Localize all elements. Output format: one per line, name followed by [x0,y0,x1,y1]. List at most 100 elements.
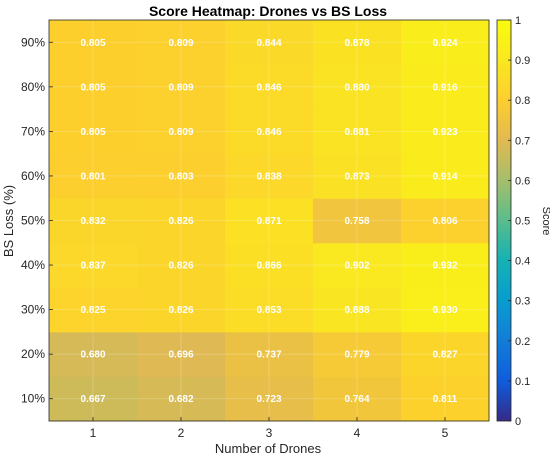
y-tick-label: 40% [21,258,45,272]
colorbar-tick-label: 0.4 [515,256,530,268]
cell-value-label: 0.881 [344,127,369,138]
heatmap-cell [401,242,490,288]
heatmap-cell [401,198,490,244]
y-tick-label: 50% [21,214,45,228]
x-tick-label: 1 [90,426,97,440]
heatmap-cell [313,376,402,422]
colorbar-tick-label: 0.5 [515,216,530,228]
cell-value-label: 0.809 [168,82,193,93]
cell-value-label: 0.680 [80,350,105,361]
heatmap-cell [313,20,402,66]
colorbar-tick-label: 0.8 [515,95,530,107]
heatmap-cell [49,376,138,422]
cell-value-label: 0.803 [168,171,193,182]
cell-value-label: 0.878 [344,38,369,49]
cell-value-label: 0.809 [168,38,193,49]
heatmap-cell [137,331,226,377]
heatmap-cell [49,242,138,288]
cell-value-label: 0.696 [168,350,193,361]
heatmap-cell [137,242,226,288]
heatmap-cell [313,242,402,288]
cell-value-label: 0.805 [80,127,105,138]
heatmap-cell [49,64,138,110]
heatmap-cell [225,64,314,110]
cell-value-label: 0.853 [256,305,281,316]
cell-value-labels: 0.667 0.682 0.723 0.764 0.811 0.680 0.696 0.737… [80,38,457,405]
heatmap-cell [313,109,402,155]
y-tick-label: 80% [21,80,45,94]
heatmap-cell [313,331,402,377]
cell-value-label: 0.902 [344,261,369,272]
colorbar-tick-label: 0.3 [515,296,530,308]
heatmap-cell [225,287,314,333]
heatmap-cell [225,242,314,288]
heatmap-cell [225,198,314,244]
heatmap-cell [137,64,226,110]
heatmap-cell [225,153,314,199]
heatmap-cell [401,287,490,333]
cell-value-label: 0.866 [256,261,281,272]
heatmap-cell [401,64,490,110]
cell-value-label: 0.871 [256,216,281,227]
cell-value-label: 0.764 [344,394,369,405]
cell-value-label: 0.682 [168,394,193,405]
heatmap-cell [401,376,490,422]
cell-value-label: 0.930 [432,305,457,316]
cell-value-label: 0.826 [168,216,193,227]
heatmap-cell [49,287,138,333]
heatmap-cell [401,153,490,199]
cell-value-label: 0.846 [256,127,281,138]
cell-value-label: 0.888 [344,305,369,316]
heatmap-cell [313,153,402,199]
colorbar-ticks: 0 0.1 0.2 0.3 0.4 0.5 0.6 0.7 0.8 0.9 1 [508,15,530,428]
heatmap-cell [137,109,226,155]
cell-value-label: 0.758 [344,216,369,227]
heatmap-cell [313,198,402,244]
x-tick-label: 2 [178,426,185,440]
cell-value-label: 0.837 [80,261,105,272]
heatmap-cell [225,109,314,155]
y-axis-label: BS Loss (%) [1,185,16,257]
cell-value-label: 0.827 [432,350,457,361]
cell-value-label: 0.779 [344,350,369,361]
heatmap-cell [225,20,314,66]
cell-value-label: 0.826 [168,305,193,316]
x-tick-label: 5 [442,426,449,440]
heatmap-cell [313,287,402,333]
cell-value-label: 0.723 [256,394,281,405]
cell-value-label: 0.737 [256,350,281,361]
y-tick-label: 30% [21,303,45,317]
cell-value-label: 0.811 [433,394,458,405]
heatmap-cells [49,20,490,422]
cell-value-label: 0.826 [168,261,193,272]
x-axis-label: Number of Drones [215,441,322,456]
heatmap-cell [137,287,226,333]
y-tick-label: 20% [21,347,45,361]
heatmap-cell [49,198,138,244]
cell-value-label: 0.805 [80,38,105,49]
colorbar-tick-label: 0.9 [515,55,530,67]
cell-value-label: 0.880 [344,82,369,93]
x-tick-label: 4 [354,426,361,440]
heatmap-cell [225,376,314,422]
cell-value-label: 0.801 [80,171,105,182]
cell-value-label: 0.805 [80,82,105,93]
cell-value-label: 0.873 [344,171,369,182]
chart-title: Score Heatmap: Drones vs BS Loss [149,3,387,19]
heatmap-cell [313,64,402,110]
heatmap-cell [49,20,138,66]
y-axis-ticks: 10% 20% 30% 40% 50% 60% 70% 80% 90% [21,35,53,406]
heatmap-cell [225,331,314,377]
colorbar-tick-label: 0.7 [515,135,530,147]
cell-value-label: 0.924 [432,38,457,49]
heatmap-cell [137,376,226,422]
y-tick-label: 90% [21,35,45,49]
cell-value-label: 0.916 [432,82,457,93]
heatmap-cell [137,153,226,199]
colorbar-tick-label: 0 [515,416,521,428]
cell-value-label: 0.667 [80,394,105,405]
cell-value-label: 0.846 [256,82,281,93]
cell-value-label: 0.806 [432,216,457,227]
cell-value-label: 0.809 [168,127,193,138]
